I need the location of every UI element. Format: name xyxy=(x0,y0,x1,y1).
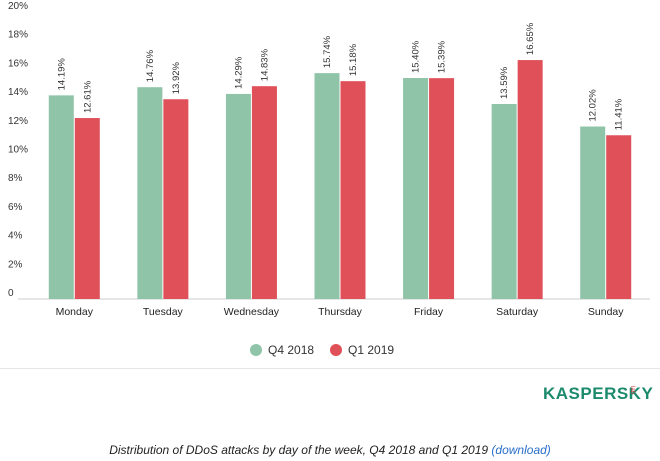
data-label: 12.02% xyxy=(588,89,599,122)
data-labels: 14.19% 12.61% 14.76% 13.92% 14.29% 14.83% 15.7… xyxy=(56,22,624,130)
data-label: 15.40% xyxy=(411,40,422,73)
y-tick-label: 0 xyxy=(8,288,14,299)
y-tick-label: 16% xyxy=(8,58,28,69)
x-tick-label: Sunday xyxy=(588,306,624,318)
legend-label: Q1 2019 xyxy=(348,343,394,357)
y-tick-label: 20% xyxy=(8,1,28,12)
data-label: 14.76% xyxy=(145,49,156,82)
bar-q1-2019 xyxy=(606,135,632,299)
figure-caption: Distribution of DDoS attacks by day of t… xyxy=(0,443,660,457)
y-tick-label: 12% xyxy=(8,116,28,127)
divider xyxy=(0,368,660,369)
logo-sub: lab xyxy=(629,386,635,395)
y-tick-label: 14% xyxy=(8,87,28,98)
x-tick-label: Wednesday xyxy=(224,306,280,318)
x-tick-label: Tuesday xyxy=(143,306,184,318)
bar-chart: 0 2% 4% 6% 8% 10% 12% 14% 16% 18% 20% 14.19% 12.61%… xyxy=(8,1,650,357)
data-label: 16.65% xyxy=(525,22,536,55)
legend-label: Q4 2018 xyxy=(268,343,314,357)
kaspersky-logo: KASPERSKY lab xyxy=(543,384,653,408)
y-tick-label: 4% xyxy=(8,231,23,242)
legend[interactable]: Q4 2018 Q1 2019 xyxy=(250,343,394,357)
y-tick-label: 18% xyxy=(8,30,28,41)
x-tick-label: Friday xyxy=(414,306,444,318)
data-label: 13.59% xyxy=(499,66,510,99)
data-label: 13.92% xyxy=(171,61,182,94)
bar-q4-2018 xyxy=(491,103,517,300)
bar-q4-2018 xyxy=(314,73,340,299)
logo-text: KASPERSKY xyxy=(543,384,654,403)
bar-q4-2018 xyxy=(48,95,74,299)
download-link[interactable]: (download) xyxy=(491,443,551,457)
x-tick-label: Monday xyxy=(56,306,94,318)
y-tick-label: 10% xyxy=(8,145,28,156)
data-label: 15.74% xyxy=(322,35,333,68)
legend-swatch xyxy=(250,344,262,356)
data-label: 14.83% xyxy=(259,48,270,81)
data-label: 15.18% xyxy=(348,43,359,76)
data-label: 11.41% xyxy=(614,98,625,130)
data-label: 14.19% xyxy=(56,58,67,91)
data-label: 15.39% xyxy=(437,40,448,73)
bar-q4-2018 xyxy=(403,78,429,299)
y-tick-label: 8% xyxy=(8,173,23,184)
y-tick-label: 6% xyxy=(8,202,23,213)
bar-q1-2019 xyxy=(517,60,543,300)
bar-q4-2018 xyxy=(137,87,163,299)
x-axis-categories: Monday Tuesday Wednesday Thursday Friday Satu… xyxy=(56,306,625,318)
bar-q4-2018 xyxy=(580,126,606,299)
bars xyxy=(48,60,632,300)
caption-text: Distribution of DDoS attacks by day of t… xyxy=(109,443,489,457)
bar-q1-2019 xyxy=(429,78,455,299)
y-tick-label: 2% xyxy=(8,259,23,270)
legend-item-q1-2019[interactable]: Q1 2019 xyxy=(330,343,394,357)
x-tick-label: Thursday xyxy=(318,306,363,318)
data-label: 12.61% xyxy=(82,80,93,113)
bar-q1-2019 xyxy=(340,81,366,300)
bar-q1-2019 xyxy=(74,118,100,299)
legend-item-q4-2018[interactable]: Q4 2018 xyxy=(250,343,314,357)
bar-q4-2018 xyxy=(225,93,251,299)
bar-q1-2019 xyxy=(251,86,277,299)
y-axis-ticks: 0 2% 4% 6% 8% 10% 12% 14% 16% 18% 20% xyxy=(8,1,28,299)
data-label: 14.29% xyxy=(233,56,244,89)
x-tick-label: Saturday xyxy=(496,306,539,318)
bar-q1-2019 xyxy=(163,99,189,299)
legend-swatch xyxy=(330,344,342,356)
